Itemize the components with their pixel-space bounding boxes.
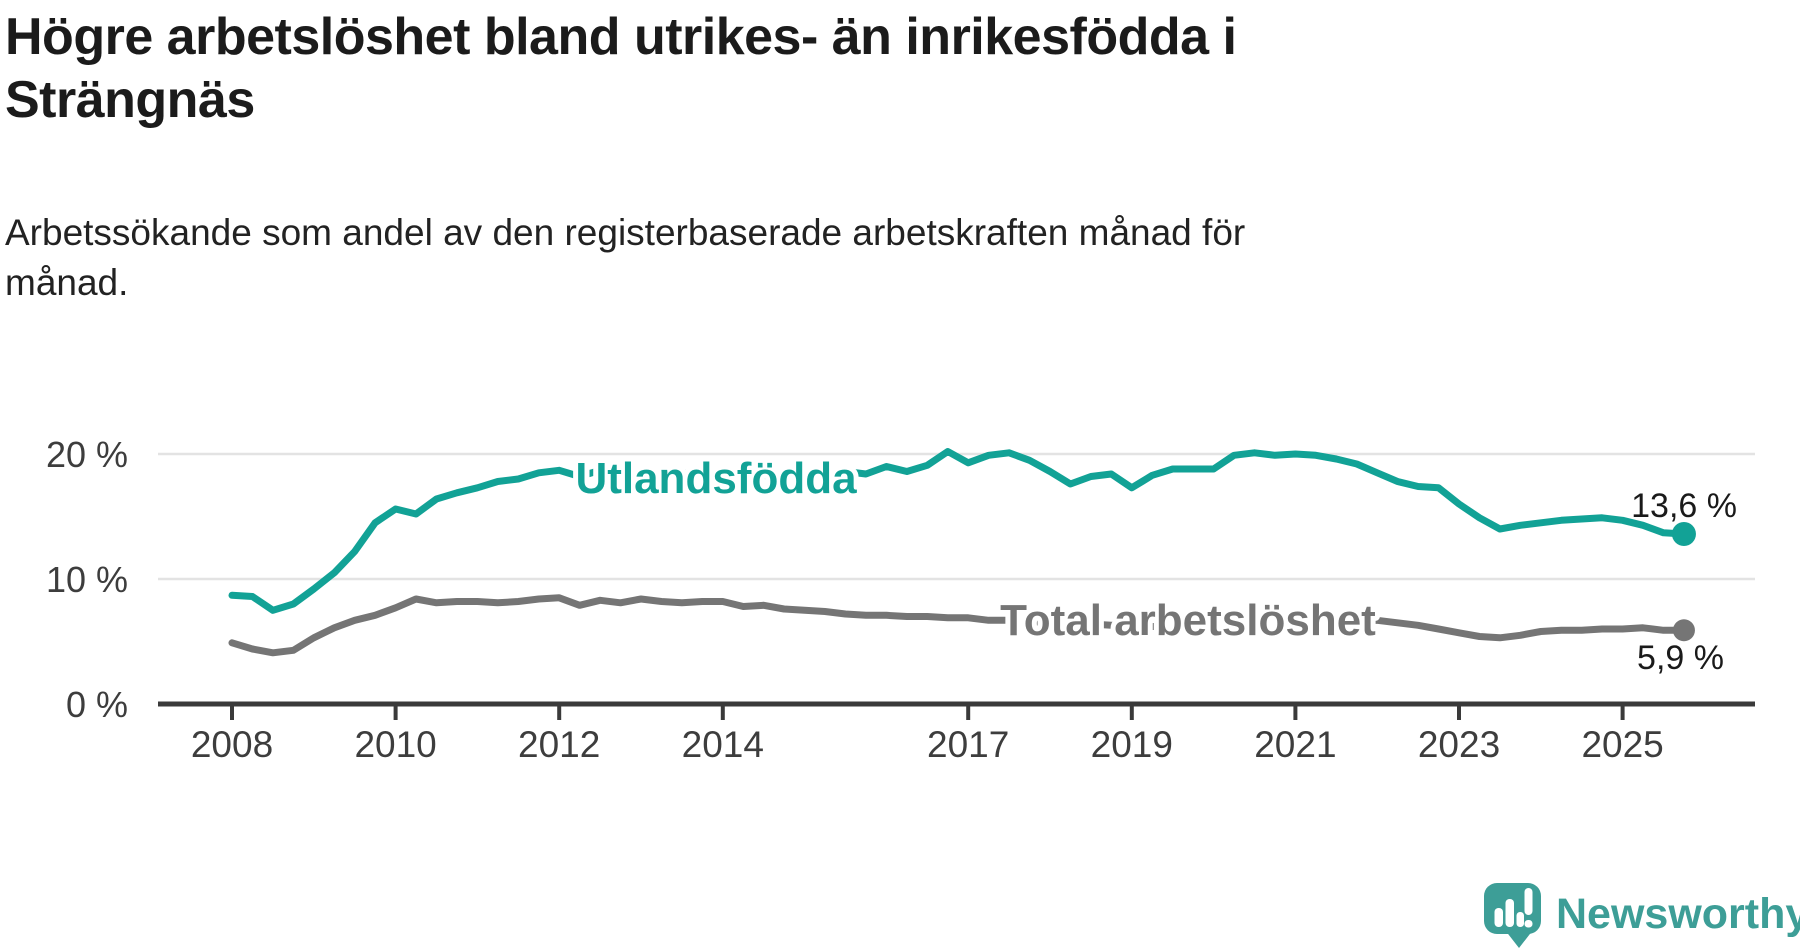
end-value-label-total-arbetsloshet: 5,9 % bbox=[1637, 639, 1724, 677]
series-line-total-arbetsloshet bbox=[228, 594, 1688, 657]
x-tick-label-2014: 2014 bbox=[682, 724, 764, 765]
y-tick-label: 0 % bbox=[66, 684, 128, 725]
x-tick-label-2019: 2019 bbox=[1091, 724, 1173, 765]
x-tick-label-2010: 2010 bbox=[354, 724, 436, 765]
newsworthy-logo-text: Newsworthy bbox=[1556, 890, 1800, 938]
page-title-line-2: Strängnäs bbox=[5, 71, 255, 130]
newsworthy-logo: Newsworthy bbox=[1484, 883, 1800, 948]
x-tick-label-2008: 2008 bbox=[191, 724, 273, 765]
series-line-utlandsfodda bbox=[228, 448, 1688, 614]
x-tick-label-2012: 2012 bbox=[518, 724, 600, 765]
series-end-dot-utlandsfodda bbox=[1671, 522, 1696, 546]
x-axis bbox=[158, 701, 1755, 720]
y-gridlines bbox=[158, 452, 1755, 581]
x-tick-label-2017: 2017 bbox=[927, 724, 1009, 765]
x-tick-label-2025: 2025 bbox=[1581, 724, 1663, 765]
end-value-label-utlandsfodda: 13,6 % bbox=[1631, 487, 1737, 525]
page-title: Högre arbetslöshet bland utrikes- än inr… bbox=[5, 6, 1765, 133]
y-tick-label: 20 % bbox=[46, 434, 128, 475]
x-tick-label-2021: 2021 bbox=[1254, 724, 1336, 765]
y-axis-labels: 20 % 10 % 0 % bbox=[46, 434, 128, 725]
page-title-line-1: Högre arbetslöshet bland utrikes- än inr… bbox=[5, 8, 1237, 66]
series-label-utlandsfodda: Utlandsfödda bbox=[575, 454, 857, 503]
series-lines bbox=[228, 448, 1696, 657]
series-label-total-arbetsloshet: Total arbetslöshet bbox=[1000, 596, 1376, 645]
newsworthy-speech-bubble-bar-chart-icon bbox=[1484, 883, 1541, 948]
y-tick-label: 10 % bbox=[46, 559, 128, 600]
page-subtitle: Arbetssökande som andel av den registerb… bbox=[5, 212, 1246, 303]
series-end-dot-total-arbetsloshet bbox=[1672, 619, 1695, 642]
x-axis-tick-labels: 2008 2010 2012 2014 2017 2019 2021 2023 2025 bbox=[191, 724, 1664, 765]
x-tick-label-2023: 2023 bbox=[1418, 724, 1500, 765]
